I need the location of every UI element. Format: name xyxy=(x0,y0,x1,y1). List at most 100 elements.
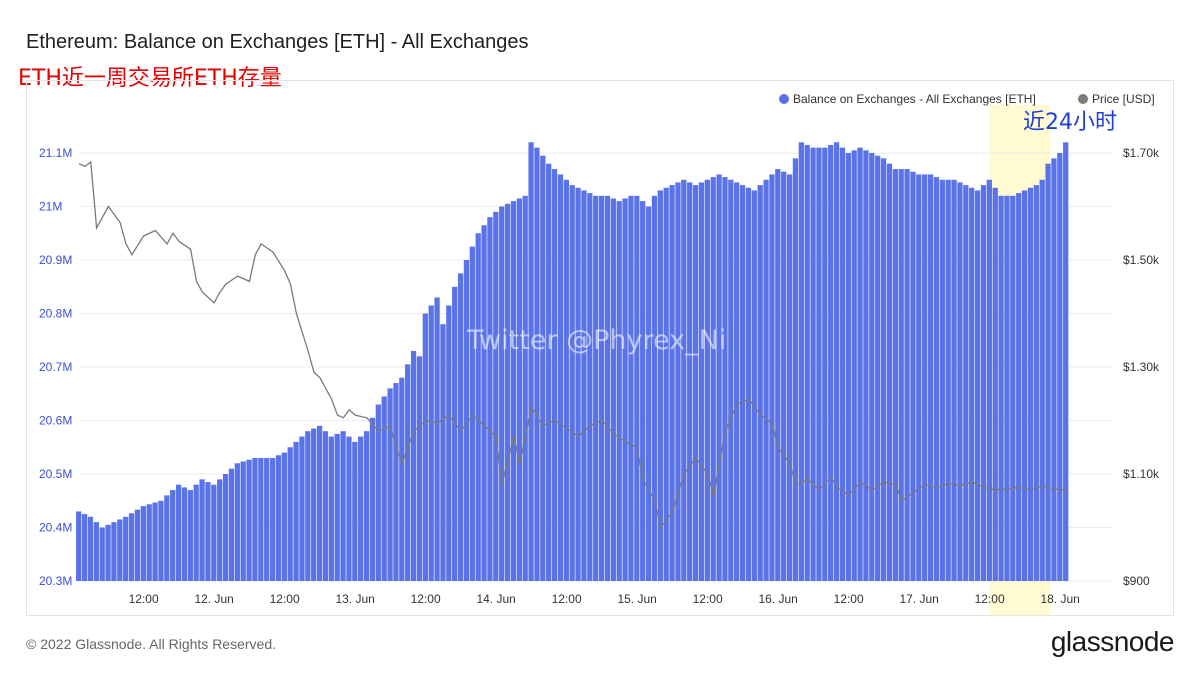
x-tick-label: 14. Jun xyxy=(476,592,515,606)
balance-bar xyxy=(452,286,458,581)
balance-bar xyxy=(375,404,381,581)
balance-bar xyxy=(152,502,158,581)
balance-bar xyxy=(393,383,399,581)
balance-bar xyxy=(628,195,634,582)
copyright-notice: © 2022 Glassnode. All Rights Reserved. xyxy=(26,636,277,652)
y-left-tick-label: 20.6M xyxy=(39,414,72,428)
x-tick-label: 12. Jun xyxy=(194,592,233,606)
balance-bar xyxy=(540,155,546,582)
chart-title: Ethereum: Balance on Exchanges [ETH] - A… xyxy=(26,31,529,53)
x-tick-label: 12:00 xyxy=(834,592,864,606)
balance-bar xyxy=(963,185,969,581)
balance-bar xyxy=(457,273,464,581)
balance-bar xyxy=(487,217,493,581)
balance-bar xyxy=(557,174,564,581)
balance-bar xyxy=(669,185,675,581)
x-tick-label: 12:00 xyxy=(975,592,1005,606)
balance-bar xyxy=(446,305,452,581)
balance-bar xyxy=(140,506,146,581)
balance-bar xyxy=(158,500,164,581)
balance-bar xyxy=(269,457,276,581)
balance-bar xyxy=(205,482,211,581)
balance-bar xyxy=(440,324,446,581)
balance-bar xyxy=(886,163,893,581)
chart-svg: 12:00 12. Jun 12:00 13. Jun 12:00 14. Jun 12:0… xyxy=(39,92,1160,615)
balance-bar xyxy=(264,457,270,581)
balance-bar xyxy=(493,211,499,581)
balance-bar xyxy=(710,177,716,581)
y-left-tick-label: 21M xyxy=(39,200,62,214)
balance-bar xyxy=(463,260,470,581)
balance-bar xyxy=(575,187,581,581)
balance-bar xyxy=(105,524,111,581)
balance-bar xyxy=(1027,187,1034,581)
legend-balance-marker xyxy=(779,94,789,104)
balance-bar xyxy=(781,171,787,581)
balance-bar xyxy=(175,484,182,581)
balance-bar xyxy=(916,174,922,581)
balance-bar xyxy=(698,182,705,582)
balance-bar xyxy=(986,179,992,581)
balance-bar xyxy=(945,179,951,581)
balance-bar xyxy=(475,233,481,581)
balance-bar xyxy=(722,177,728,581)
balance-bar xyxy=(622,198,628,581)
balance-bar xyxy=(358,436,364,581)
y-left-tick-label: 20.5M xyxy=(39,467,72,481)
balance-bar xyxy=(240,461,246,581)
balance-bar xyxy=(1045,163,1051,581)
balance-bar xyxy=(228,468,235,581)
balance-bar xyxy=(687,182,693,582)
balance-bar xyxy=(610,198,616,581)
balance-bar xyxy=(616,201,622,581)
balance-bar xyxy=(775,169,781,582)
balance-bar xyxy=(734,182,740,582)
balance-bar xyxy=(311,428,317,581)
balance-bar xyxy=(428,305,434,581)
balance-bar xyxy=(998,195,1004,582)
y-right-tick-label: $900 xyxy=(1123,574,1150,588)
balance-bar xyxy=(657,190,663,581)
balance-bar xyxy=(434,297,440,581)
balance-bar xyxy=(369,417,376,581)
balance-bar xyxy=(128,513,135,581)
balance-bar xyxy=(1063,142,1069,582)
legend-price-label: Price [USD] xyxy=(1092,92,1155,106)
y-axis-left: 20.3M 20.4M 20.5M 20.6M 20.7M 20.8M 20.9M 21M 21… xyxy=(39,146,72,588)
y-left-tick-label: 20.3M xyxy=(39,574,72,588)
balance-bar xyxy=(833,142,840,582)
x-tick-label: 15. Jun xyxy=(617,592,656,606)
balance-bar xyxy=(645,206,652,581)
balance-bar xyxy=(681,179,687,581)
x-tick-label: 12:00 xyxy=(411,592,441,606)
balance-bar xyxy=(598,195,605,582)
balance-bar xyxy=(898,169,904,582)
balance-bar xyxy=(234,463,240,581)
balance-bar xyxy=(381,396,387,581)
balance-bar xyxy=(904,169,910,582)
balance-bar xyxy=(352,441,358,581)
balance-bar xyxy=(728,179,734,581)
balance-bar xyxy=(534,147,540,581)
watermark: Twitter @Phyrex_Ni xyxy=(466,325,726,356)
balance-bar xyxy=(211,484,217,581)
balance-bar xyxy=(546,163,552,581)
y-left-tick-label: 20.7M xyxy=(39,360,72,374)
y-axis-right: $900 $1.10k $1.30k $1.50k $1.70k xyxy=(1123,146,1160,588)
y-right-tick-label: $1.10k xyxy=(1123,467,1160,481)
x-tick-label: 16. Jun xyxy=(758,592,797,606)
balance-bar xyxy=(1004,195,1010,582)
balance-bar xyxy=(974,190,981,581)
balance-bar xyxy=(692,185,699,581)
balance-bar xyxy=(76,511,82,581)
balance-bar xyxy=(745,187,752,581)
balance-bar xyxy=(816,147,822,581)
y-left-tick-label: 20.9M xyxy=(39,253,72,267)
chart-frame: 12:00 12. Jun 12:00 13. Jun 12:00 14. Jun 12:0… xyxy=(26,80,1174,616)
x-tick-label: 18. Jun xyxy=(1040,592,1079,606)
balance-bar xyxy=(704,179,710,581)
balance-bar xyxy=(851,150,857,581)
highlight-label: 近24小时 xyxy=(1023,110,1117,135)
balance-bar xyxy=(875,155,881,582)
balance-bar xyxy=(587,193,593,581)
